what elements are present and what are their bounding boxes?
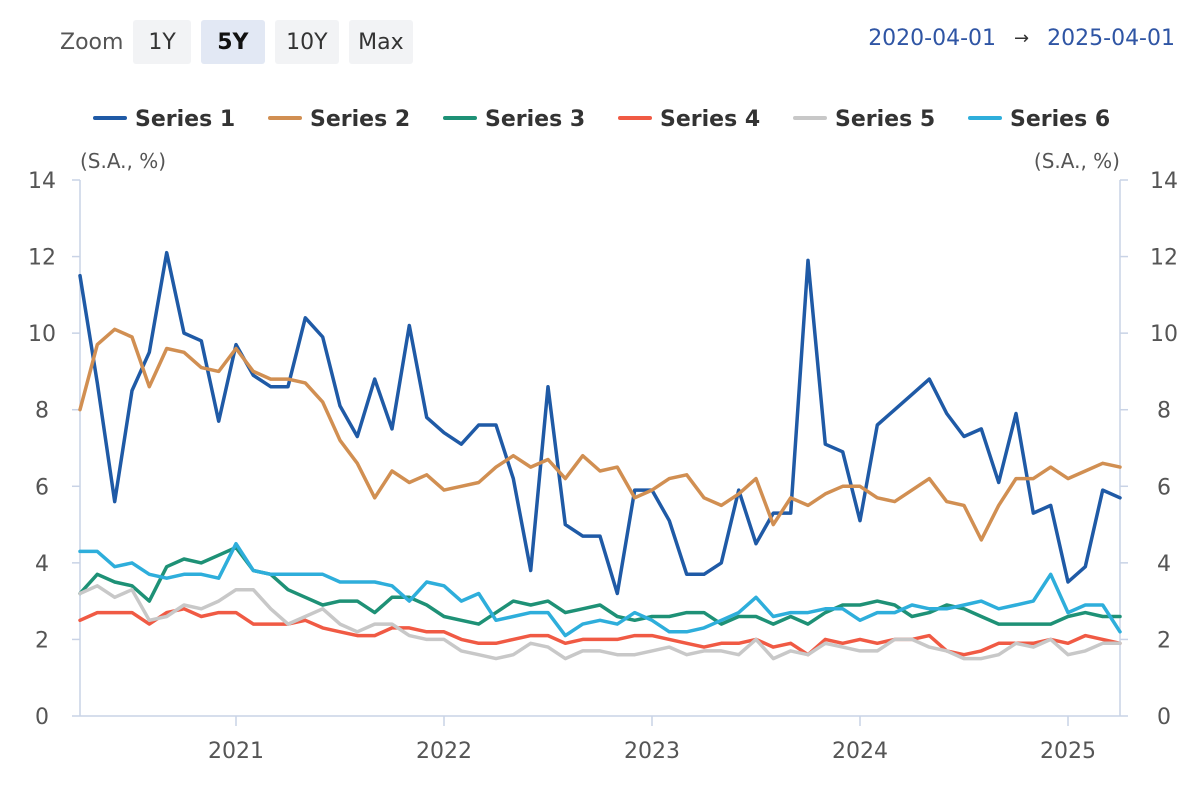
y-tick-label-left: 14: [28, 169, 56, 194]
legend-label-5: Series 5: [835, 107, 935, 132]
legend-label-1: Series 1: [135, 107, 235, 132]
y-tick-label-right: 14: [1150, 169, 1178, 194]
zoom-1y-button[interactable]: 1Y: [133, 20, 191, 64]
x-tick-label: 2021: [208, 739, 264, 764]
y-tick-label-left: 4: [35, 552, 49, 577]
series-line-4: [78, 607, 1122, 657]
y-tick-label-left: 8: [35, 399, 49, 424]
y-tick-label-left: 12: [28, 246, 56, 271]
x-tick-label: 2025: [1040, 739, 1096, 764]
legend-label-4: Series 4: [660, 107, 760, 132]
series-line-1: [78, 250, 1122, 596]
y-tick-label-left: 10: [28, 322, 56, 347]
y-tick-label-right: 4: [1157, 552, 1171, 577]
y-tick-label-left: 6: [35, 475, 49, 500]
zoom-5y-button[interactable]: 5Y: [200, 20, 265, 64]
series-line-2: [78, 327, 1122, 542]
series-line-5: [78, 584, 1122, 661]
range-start-date[interactable]: 2020-04-01: [868, 26, 997, 51]
y-tick-label-right: 10: [1150, 322, 1178, 347]
y-tick-label-right: 0: [1157, 705, 1171, 730]
y-tick-label-right: 6: [1157, 475, 1171, 500]
x-tick-label: 2023: [624, 739, 680, 764]
date-range: 2020-04-01 → 2025-04-01: [868, 26, 1175, 51]
legend-label-6: Series 6: [1010, 107, 1110, 132]
y-tick-label-right: 8: [1157, 399, 1171, 424]
legend-label-3: Series 3: [485, 107, 585, 132]
range-end-date[interactable]: 2025-04-01: [1047, 26, 1175, 51]
left-axis-unit-label: (S.A., %): [80, 149, 166, 173]
y-tick-label-right: 12: [1150, 246, 1178, 271]
right-axis-unit-label: (S.A., %): [1034, 149, 1120, 173]
y-tick-label-right: 2: [1157, 628, 1171, 653]
x-tick-label: 2024: [832, 739, 888, 764]
zoom-max-button[interactable]: Max: [348, 20, 413, 64]
zoom-label: Zoom: [60, 29, 124, 55]
x-tick-label: 2022: [416, 739, 472, 764]
series-line-6: [78, 541, 1122, 638]
zoom-toolbar: Zoom 1Y 5Y 10Y Max: [60, 20, 413, 64]
zoom-10y-button[interactable]: 10Y: [274, 20, 339, 64]
range-arrow-icon: →: [1014, 28, 1030, 49]
y-tick-label-left: 2: [35, 628, 49, 653]
legend-label-2: Series 2: [310, 107, 410, 132]
y-tick-label-left: 0: [35, 705, 49, 730]
